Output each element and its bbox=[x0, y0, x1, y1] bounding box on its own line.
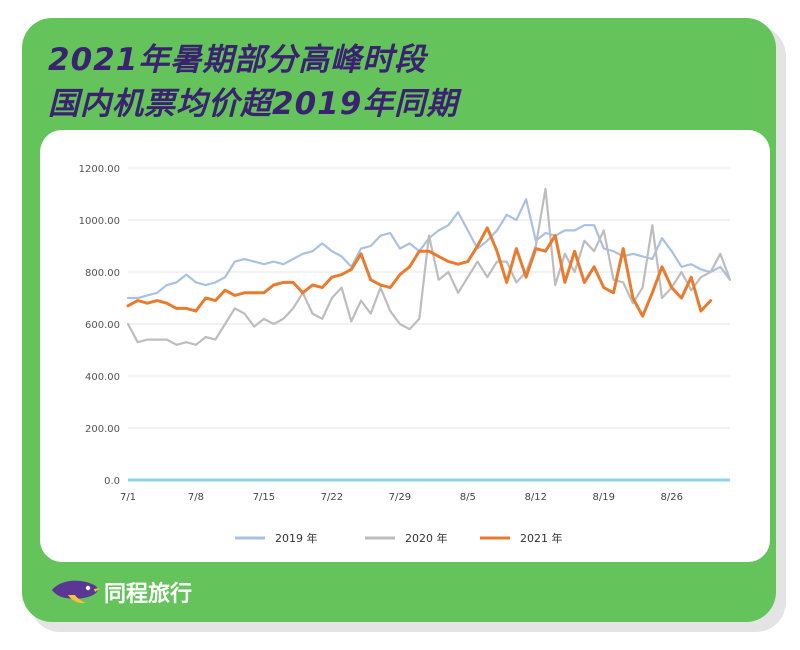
title-line-2: 国内机票均价超2019年同期 bbox=[48, 86, 459, 122]
x-tick-label: 7/29 bbox=[389, 492, 411, 503]
y-tick-label: 1000.00 bbox=[79, 216, 120, 227]
x-tick-label: 8/5 bbox=[460, 492, 476, 503]
series-line bbox=[126, 198, 732, 300]
line-chart: 0.0 200.00 400.00 600.00 800.00 1000.00 1200.0… bbox=[79, 164, 732, 545]
brand-name: 同程旅行 bbox=[104, 582, 193, 607]
y-tick-label: 400.00 bbox=[85, 372, 120, 383]
x-tick-label: 7/22 bbox=[321, 492, 343, 503]
title-line-1: 2021年暑期部分高峰时段 bbox=[48, 42, 427, 78]
chart-panel bbox=[40, 130, 770, 562]
brand-logo: 同程旅行 bbox=[48, 576, 192, 608]
x-tick-label: 7/8 bbox=[188, 492, 204, 503]
y-tick-label: 200.00 bbox=[85, 424, 120, 435]
y-tick-label: 800.00 bbox=[85, 268, 120, 279]
legend-label: 2020 年 bbox=[405, 531, 448, 545]
series-line bbox=[126, 226, 713, 318]
x-tick-label: 7/1 bbox=[120, 492, 136, 503]
tongcheng-swallow-logo-icon bbox=[52, 580, 100, 604]
x-tick-label: 7/15 bbox=[253, 492, 275, 503]
legend-label: 2021 年 bbox=[520, 531, 563, 545]
legend-label: 2019 年 bbox=[275, 531, 318, 545]
series-line bbox=[126, 187, 732, 346]
y-tick-label: 600.00 bbox=[85, 320, 120, 331]
x-tick-label: 8/26 bbox=[661, 492, 683, 503]
y-tick-label: 0.0 bbox=[104, 476, 120, 487]
page-title: 2021年暑期部分高峰时段 国内机票均价超2019年同期 bbox=[48, 38, 458, 126]
x-tick-label: 8/12 bbox=[525, 492, 547, 503]
y-tick-label: 1200.00 bbox=[79, 164, 120, 175]
x-tick-label: 8/19 bbox=[593, 492, 615, 503]
